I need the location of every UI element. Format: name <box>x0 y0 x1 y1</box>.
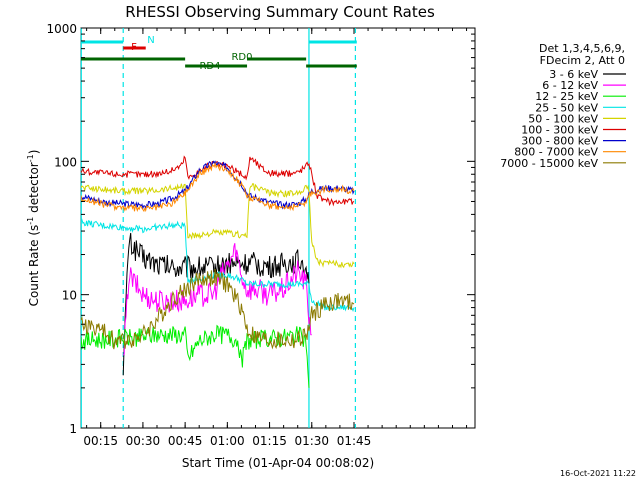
series-line-8 <box>81 268 355 350</box>
series-line-0 <box>122 232 310 376</box>
legend-label-3: 25 - 50 keV <box>535 101 598 114</box>
x-tick-label-2: 00:45 <box>168 434 203 448</box>
series-group <box>81 155 355 388</box>
legend-header-line-2: FDecim 2, Att 0 <box>540 54 625 67</box>
y-tick-label-0: 1 <box>69 422 77 436</box>
series-line-6 <box>81 160 355 210</box>
series-line-4 <box>81 183 355 269</box>
y-tick-label-3: 1000 <box>46 22 77 36</box>
x-tick-label-1: 00:30 <box>126 434 161 448</box>
legend-label-2: 12 - 25 keV <box>535 90 598 103</box>
series-line-1 <box>122 243 312 356</box>
x-tick-label-4: 01:15 <box>252 434 287 448</box>
legend-label-7: 800 - 7000 keV <box>514 146 598 159</box>
legend-label-5: 100 - 300 keV <box>521 124 598 137</box>
y-tick-label-1: 10 <box>62 289 77 303</box>
x-tick-label-5: 01:30 <box>294 434 329 448</box>
x-tick-label-0: 00:15 <box>83 434 118 448</box>
y-axis-label: Count Rate (s-1 detector-1) <box>26 150 41 307</box>
legend-label-1: 6 - 12 keV <box>542 79 598 92</box>
series-line-2 <box>81 324 310 388</box>
y-axis-ticks: 1 10 100 1000 <box>46 22 475 436</box>
flag-label-F: F <box>131 42 137 53</box>
series-line-7 <box>81 161 355 213</box>
generation-timestamp: 16-Oct-2021 11:22 <box>560 469 636 478</box>
x-tick-label-3: 01:00 <box>210 434 245 448</box>
legend: Det 1,3,4,5,6,9, FDecim 2, Att 0 3 - 6 k… <box>500 42 626 170</box>
x-axis-label: Start Time (01-Apr-04 00:08:02) <box>182 456 374 470</box>
legend-label-6: 300 - 800 keV <box>521 135 598 148</box>
series-line-5 <box>81 155 355 207</box>
y-tick-label-2: 100 <box>54 155 77 169</box>
flag-label-N: N <box>147 35 154 46</box>
flag-label-RD0: RD0 <box>231 52 252 63</box>
legend-label-0: 3 - 6 keV <box>549 68 598 81</box>
legend-label-8: 7000 - 15000 keV <box>500 157 598 170</box>
chart-title: RHESSI Observing Summary Count Rates <box>125 3 435 21</box>
flag-label-RD4: RD4 <box>199 61 220 72</box>
legend-header-line-1: Det 1,3,4,5,6,9, <box>539 42 625 55</box>
x-tick-label-6: 01:45 <box>337 434 372 448</box>
legend-label-4: 50 - 100 keV <box>528 112 598 125</box>
plot-area: NF RD0 RD4 <box>80 27 476 429</box>
x-axis-ticks: 00:15 00:30 00:45 01:00 01:15 01:30 01:45 <box>83 28 468 448</box>
